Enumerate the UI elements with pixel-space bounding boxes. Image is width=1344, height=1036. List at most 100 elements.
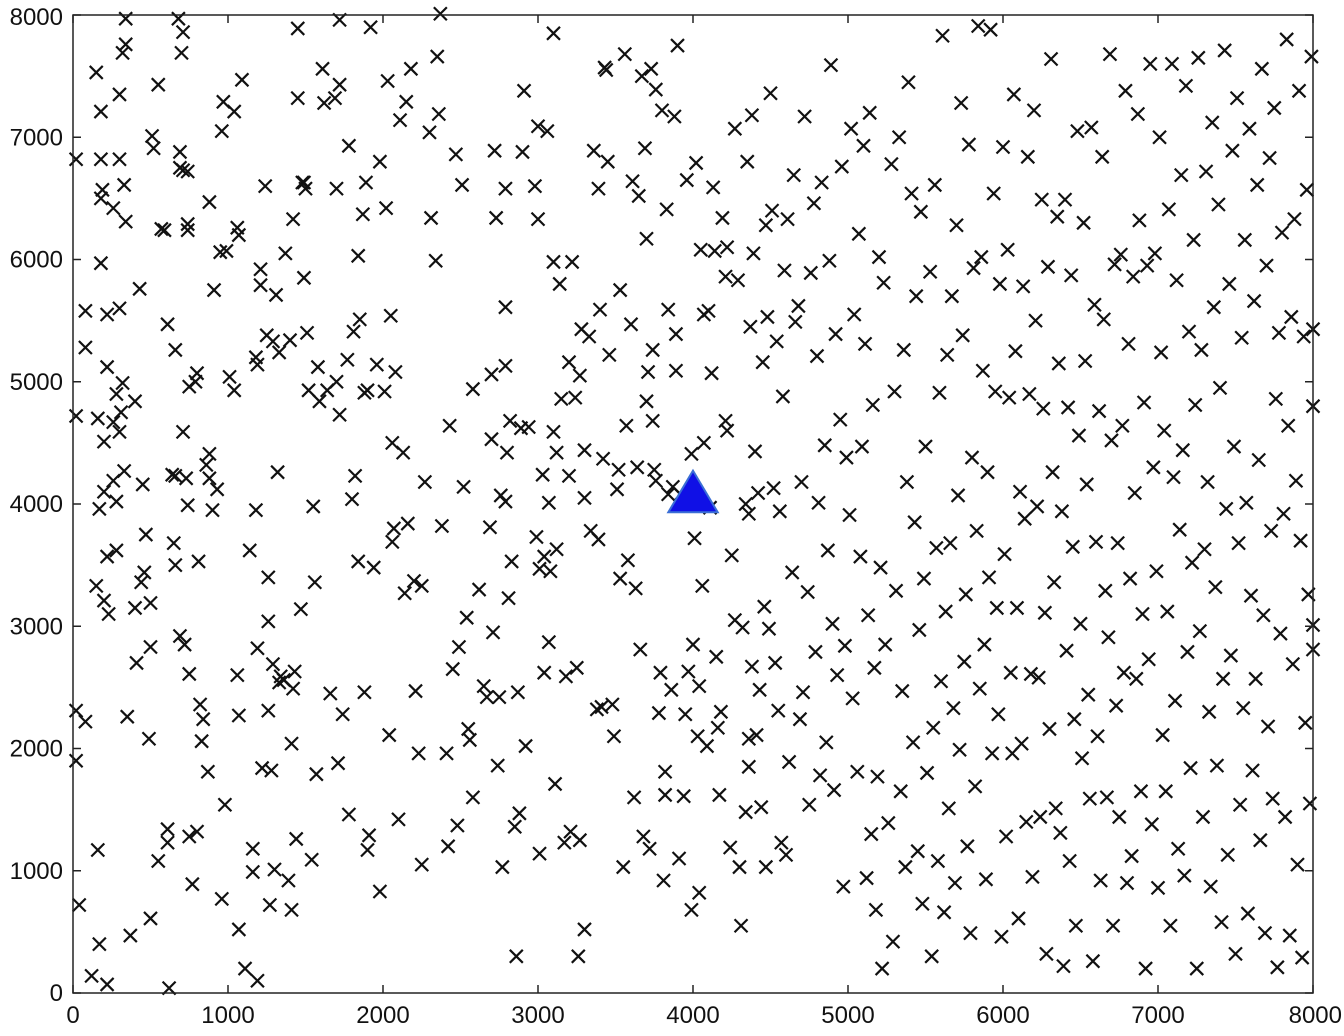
x-marker <box>189 824 205 839</box>
x-marker <box>133 574 149 590</box>
x-marker <box>99 549 115 564</box>
x-marker <box>801 797 817 813</box>
x-marker <box>829 667 845 683</box>
x-marker <box>1093 873 1108 888</box>
x-marker <box>431 106 447 122</box>
x-marker <box>442 418 457 434</box>
x-marker <box>639 231 654 246</box>
x-marker <box>800 584 815 600</box>
x-marker <box>947 875 963 891</box>
x-marker <box>250 973 265 989</box>
x-marker <box>1127 485 1143 501</box>
x-tick-label: 6000 <box>976 1002 1029 1029</box>
x-marker <box>828 326 843 342</box>
x-marker <box>112 151 127 167</box>
x-marker <box>983 22 998 37</box>
x-marker <box>465 790 481 805</box>
x-marker <box>857 336 873 352</box>
x-marker <box>1017 511 1032 526</box>
x-marker <box>631 188 647 204</box>
x-marker <box>1212 380 1228 396</box>
x-marker <box>913 204 929 220</box>
x-marker <box>972 681 988 696</box>
x-marker <box>1299 182 1315 198</box>
x-marker <box>901 74 916 90</box>
x-marker <box>1048 801 1063 816</box>
x-marker <box>1063 268 1079 283</box>
x-marker <box>935 28 950 44</box>
x-marker <box>112 301 127 316</box>
x-marker <box>414 578 430 594</box>
x-marker <box>281 873 296 888</box>
x-marker <box>767 655 783 671</box>
x-marker <box>360 842 375 858</box>
x-marker <box>237 961 253 976</box>
x-marker <box>1042 721 1057 737</box>
x-marker <box>605 697 620 712</box>
x-marker <box>612 282 628 298</box>
x-marker <box>1209 758 1225 773</box>
x-marker <box>1173 167 1189 183</box>
x-marker <box>850 764 865 780</box>
plot-marks <box>68 6 1321 996</box>
x-marker <box>1297 715 1313 731</box>
x-marker <box>1228 946 1243 962</box>
x-marker <box>1144 817 1160 832</box>
x-marker <box>450 818 465 833</box>
x-marker <box>132 281 147 297</box>
x-marker <box>1156 423 1172 438</box>
x-marker <box>487 143 502 158</box>
x-marker <box>456 479 471 495</box>
x-marker <box>1200 474 1215 490</box>
x-marker <box>1280 418 1296 434</box>
x-marker <box>304 852 319 868</box>
x-marker <box>1204 115 1220 130</box>
x-marker <box>1249 177 1265 193</box>
x-marker <box>1172 522 1187 537</box>
x-marker <box>984 746 1000 761</box>
x-marker <box>386 521 402 536</box>
x-marker <box>312 394 327 409</box>
x-marker <box>1181 324 1197 339</box>
x-marker <box>1285 656 1301 672</box>
x-marker <box>753 799 769 815</box>
x-marker <box>786 167 802 183</box>
x-marker <box>202 471 217 486</box>
x-marker <box>863 826 879 842</box>
x-marker <box>543 563 558 579</box>
x-marker <box>174 45 189 61</box>
x-marker <box>772 504 788 519</box>
x-marker <box>705 180 721 195</box>
x-marker <box>691 678 707 694</box>
x-marker <box>411 746 426 761</box>
x-marker <box>922 264 938 280</box>
x-marker <box>712 787 727 803</box>
x-marker <box>536 665 552 680</box>
x-marker <box>1014 736 1029 751</box>
x-marker <box>1237 232 1253 248</box>
x-marker <box>214 123 230 139</box>
x-marker <box>547 776 563 792</box>
x-marker <box>992 276 1008 292</box>
x-marker <box>546 424 561 440</box>
x-marker <box>1302 796 1318 811</box>
x-marker <box>1245 763 1260 778</box>
x-marker <box>715 210 730 226</box>
x-marker <box>1225 143 1240 158</box>
x-marker <box>127 394 143 409</box>
x-marker <box>989 600 1005 616</box>
x-marker <box>160 821 175 837</box>
x-marker <box>1026 103 1042 118</box>
x-marker <box>177 637 192 652</box>
x-marker <box>1025 869 1040 885</box>
x-marker <box>760 309 775 325</box>
x-marker <box>549 541 564 557</box>
x-tick-label: 0 <box>66 1002 79 1029</box>
x-marker <box>406 573 422 589</box>
x-tick-label: 2000 <box>356 1002 409 1029</box>
x-marker <box>842 507 857 523</box>
x-marker <box>1119 875 1135 891</box>
x-marker <box>994 929 1009 945</box>
x-marker <box>498 181 513 196</box>
x-marker <box>1263 523 1279 539</box>
